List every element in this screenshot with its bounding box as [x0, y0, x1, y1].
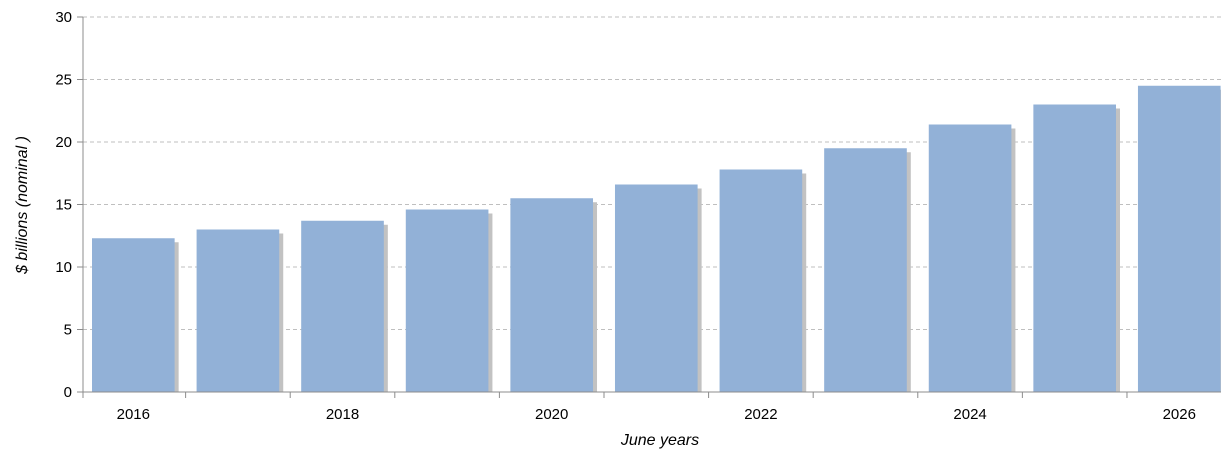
- y-tick-label: 20: [55, 134, 72, 151]
- x-tick-label: 2024: [953, 406, 986, 423]
- y-axis-title: $ billions (nominal ): [14, 136, 31, 275]
- y-tick-label: 5: [64, 322, 72, 339]
- bar-2016: [92, 238, 175, 392]
- y-tick-label: 30: [55, 9, 72, 26]
- bar-2020: [510, 198, 594, 392]
- y-tick-label: 25: [55, 72, 72, 89]
- bar-2018: [301, 220, 384, 392]
- x-tick-label: 2018: [326, 406, 359, 423]
- bar-2024: [928, 124, 1012, 392]
- x-tick-label: 2022: [744, 406, 777, 423]
- bar-2023: [824, 148, 907, 392]
- bar-2017: [196, 229, 280, 392]
- y-tick-label: 0: [64, 384, 72, 401]
- bars: [92, 85, 1221, 392]
- x-tick-labels: 2016 2018 2020 2022 2024 2026: [117, 406, 1196, 423]
- x-axis-title: June years: [620, 432, 699, 449]
- bar-2022: [719, 169, 803, 392]
- bar-2019: [405, 209, 489, 392]
- axes: [77, 16, 1221, 398]
- y-tick-label: 15: [55, 197, 72, 214]
- y-tick-labels: 0 5 10 15 20 25 30: [55, 9, 72, 401]
- y-tick-label: 10: [55, 259, 72, 276]
- bar-2025: [1033, 104, 1116, 392]
- bar-2021: [614, 184, 698, 392]
- bar-2026: [1137, 85, 1221, 392]
- x-tick-label: 2016: [117, 406, 150, 423]
- x-tick-label: 2026: [1163, 406, 1196, 423]
- x-tick-label: 2020: [535, 406, 568, 423]
